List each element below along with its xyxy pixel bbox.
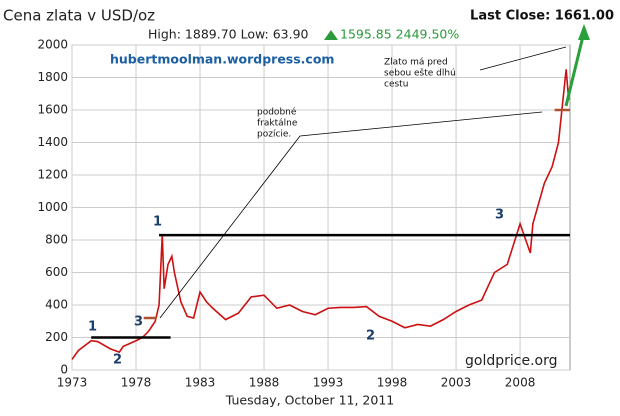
x-tick-label: 1973 bbox=[57, 376, 88, 390]
green-arrow-head bbox=[578, 24, 590, 40]
arrow bbox=[159, 135, 301, 319]
arrow bbox=[479, 46, 567, 71]
annotation: cestu bbox=[384, 80, 408, 90]
annotation: podobné bbox=[257, 107, 297, 118]
high-low: High: 1889.70 Low: 63.90 bbox=[148, 27, 309, 42]
y-tick-label: 0 bbox=[60, 363, 68, 377]
x-tick-label: 1978 bbox=[121, 376, 152, 390]
y-tick-label: 800 bbox=[45, 233, 68, 247]
y-tick-label: 2000 bbox=[37, 38, 68, 52]
up-icon bbox=[324, 30, 338, 40]
y-tick-label: 1400 bbox=[37, 135, 68, 149]
annotation: Zlato má pred bbox=[384, 58, 448, 68]
x-axis-label: Tuesday, October 11, 2011 bbox=[225, 393, 394, 408]
annotation: hubertmoolman.wordpress.com bbox=[110, 52, 334, 67]
x-tick-label: 1988 bbox=[249, 376, 280, 390]
x-tick-label: 2008 bbox=[505, 376, 536, 390]
y-tick-label: 1600 bbox=[37, 103, 68, 117]
last-close: Last Close: 1661.00 bbox=[470, 9, 614, 24]
green-arrow bbox=[564, 31, 586, 107]
annotation: 3 bbox=[495, 208, 504, 223]
y-tick-label: 400 bbox=[45, 298, 68, 312]
x-tick-label: 2003 bbox=[441, 376, 472, 390]
annotation: goldprice.org bbox=[465, 353, 557, 369]
y-tick-label: 600 bbox=[45, 265, 68, 279]
y-tick-label: 1200 bbox=[37, 168, 68, 182]
annotation: 1 bbox=[88, 320, 97, 335]
x-tick-label: 1993 bbox=[313, 376, 344, 390]
annotation: pozície. bbox=[257, 130, 291, 140]
annotation: 2 bbox=[113, 353, 122, 368]
chart-title: Cena zlata v USD/oz bbox=[3, 7, 155, 25]
x-tick-label: 1998 bbox=[377, 376, 408, 390]
annotation: fraktálne bbox=[257, 119, 298, 129]
y-tick-label: 1000 bbox=[37, 200, 68, 214]
arrow bbox=[299, 111, 543, 137]
plot: 0 200 400 600 800 1000 1200 1400 1600 1800 2000 197… bbox=[37, 38, 571, 390]
annotation: 3 bbox=[134, 315, 143, 330]
arrows bbox=[159, 46, 567, 319]
y-tick-label: 1800 bbox=[37, 70, 68, 84]
y-tick-label: 200 bbox=[45, 330, 68, 344]
annotation: 2 bbox=[366, 329, 375, 344]
x-tick-label: 1983 bbox=[185, 376, 216, 390]
annotation: 1 bbox=[153, 215, 162, 230]
change: 1595.85 2449.50% bbox=[340, 27, 459, 42]
annotation: sebou ešte dlhú bbox=[384, 68, 456, 79]
